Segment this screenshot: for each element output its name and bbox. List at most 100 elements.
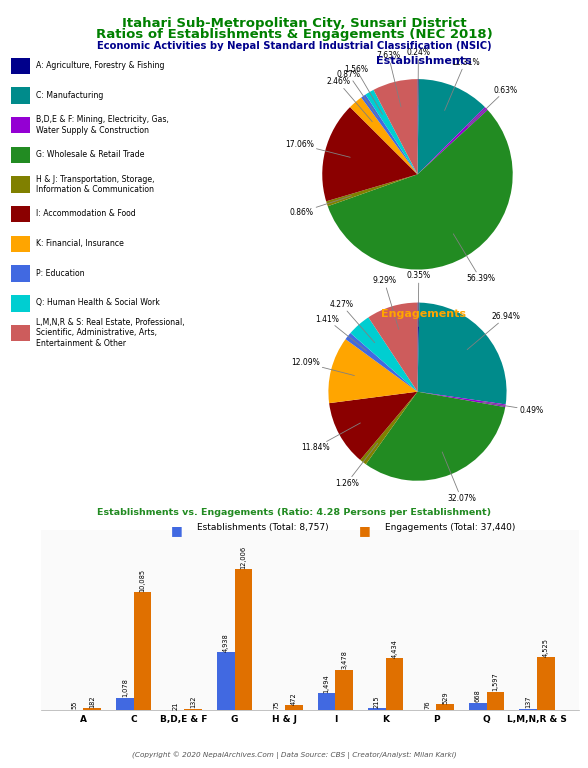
Bar [235, 569, 252, 710]
Wedge shape [417, 303, 507, 405]
Text: G: Wholesale & Retail Trade: G: Wholesale & Retail Trade [36, 150, 144, 159]
Text: 0.87%: 0.87% [336, 70, 378, 118]
Text: ■: ■ [359, 524, 370, 537]
Bar [487, 692, 505, 710]
Text: 56.39%: 56.39% [453, 233, 495, 283]
Text: 4,434: 4,434 [392, 639, 397, 658]
Wedge shape [417, 303, 419, 392]
Bar [133, 592, 151, 710]
Bar [83, 708, 101, 710]
Bar [285, 705, 303, 710]
Wedge shape [322, 107, 417, 201]
Text: Engagements (Total: 37,440): Engagements (Total: 37,440) [385, 523, 516, 532]
Wedge shape [350, 98, 417, 174]
Text: I: Accommodation & Food: I: Accommodation & Food [36, 210, 135, 218]
Bar [537, 657, 554, 710]
Text: 75: 75 [273, 700, 279, 709]
Bar [217, 652, 235, 710]
Text: Q: Human Health & Social Work: Q: Human Health & Social Work [36, 299, 159, 307]
Bar [436, 704, 454, 710]
Wedge shape [361, 94, 417, 174]
Text: 1.26%: 1.26% [335, 443, 377, 488]
FancyBboxPatch shape [11, 206, 29, 223]
Text: 0.24%: 0.24% [406, 48, 430, 105]
Bar [318, 693, 335, 710]
Bar [469, 703, 487, 710]
Wedge shape [360, 392, 417, 465]
Text: 1.56%: 1.56% [344, 65, 382, 114]
Text: K: Financial, Insurance: K: Financial, Insurance [36, 239, 123, 248]
Wedge shape [417, 79, 419, 174]
Text: 1,494: 1,494 [323, 674, 329, 693]
Text: Engagements: Engagements [381, 309, 466, 319]
Text: 12,006: 12,006 [240, 546, 246, 569]
Wedge shape [366, 90, 417, 174]
FancyBboxPatch shape [11, 236, 29, 252]
Text: B,D,E & F: Mining, Electricity, Gas,
Water Supply & Construction: B,D,E & F: Mining, Electricity, Gas, Wat… [36, 115, 169, 134]
Text: 21: 21 [172, 701, 178, 710]
Text: 9.29%: 9.29% [372, 276, 399, 329]
Text: Establishments: Establishments [376, 56, 471, 66]
Text: 11.84%: 11.84% [302, 423, 360, 452]
Text: 26.94%: 26.94% [467, 313, 520, 349]
FancyBboxPatch shape [11, 58, 29, 74]
Text: 12.09%: 12.09% [291, 359, 355, 376]
Wedge shape [350, 317, 417, 392]
Text: P: Education: P: Education [36, 269, 84, 278]
Text: 10,085: 10,085 [139, 568, 145, 591]
FancyBboxPatch shape [11, 88, 29, 104]
Bar [368, 708, 386, 710]
Text: 4,525: 4,525 [543, 638, 549, 657]
Wedge shape [328, 110, 513, 270]
Text: 0.86%: 0.86% [289, 196, 352, 217]
Wedge shape [417, 108, 487, 174]
Text: Establishments (Total: 8,757): Establishments (Total: 8,757) [197, 523, 329, 532]
Text: 182: 182 [89, 695, 95, 708]
Bar [335, 670, 353, 710]
Text: Ratios of Establishments & Engagements (NEC 2018): Ratios of Establishments & Engagements (… [96, 28, 492, 41]
Text: L,M,N,R & S: Real Estate, Professional,
Scientific, Administrative, Arts,
Entert: L,M,N,R & S: Real Estate, Professional, … [36, 318, 184, 348]
Text: 17.06%: 17.06% [285, 140, 350, 157]
Wedge shape [417, 79, 485, 174]
Text: Establishments vs. Engagements (Ratio: 4.28 Persons per Establishment): Establishments vs. Engagements (Ratio: 4… [97, 508, 491, 518]
Text: 137: 137 [525, 696, 531, 708]
Text: 215: 215 [374, 695, 380, 707]
Text: 1,078: 1,078 [122, 678, 128, 697]
Wedge shape [326, 174, 417, 207]
Text: 55: 55 [71, 701, 78, 710]
Text: 1,597: 1,597 [493, 673, 499, 691]
Text: 0.63%: 0.63% [467, 86, 517, 127]
Bar [519, 709, 537, 710]
Wedge shape [346, 333, 417, 392]
Text: 0.35%: 0.35% [407, 271, 431, 326]
FancyBboxPatch shape [11, 266, 29, 282]
Wedge shape [328, 339, 417, 403]
Text: 0.49%: 0.49% [482, 402, 544, 415]
Text: 32.07%: 32.07% [442, 452, 476, 503]
Text: 12.31%: 12.31% [445, 58, 479, 111]
Wedge shape [417, 392, 506, 407]
Text: 529: 529 [442, 691, 448, 703]
FancyBboxPatch shape [11, 117, 29, 134]
Text: 472: 472 [291, 692, 297, 704]
Text: 3,478: 3,478 [341, 650, 347, 669]
Text: 668: 668 [475, 690, 481, 702]
FancyBboxPatch shape [11, 177, 29, 193]
Text: 4,938: 4,938 [223, 634, 229, 652]
Text: 7.63%: 7.63% [376, 51, 401, 107]
Text: ■: ■ [171, 524, 182, 537]
Wedge shape [329, 392, 417, 460]
Text: 4.27%: 4.27% [329, 300, 375, 343]
Bar [184, 709, 202, 710]
Wedge shape [366, 392, 505, 481]
Wedge shape [369, 303, 417, 392]
Text: (Copyright © 2020 NepalArchives.Com | Data Source: CBS | Creator/Analyst: Milan : (Copyright © 2020 NepalArchives.Com | Da… [132, 751, 456, 759]
FancyBboxPatch shape [11, 295, 29, 312]
Text: C: Manufacturing: C: Manufacturing [36, 91, 103, 100]
Text: 1.41%: 1.41% [315, 315, 366, 351]
Text: H & J: Transportation, Storage,
Information & Communication: H & J: Transportation, Storage, Informat… [36, 174, 154, 194]
FancyBboxPatch shape [11, 147, 29, 163]
Text: Economic Activities by Nepal Standard Industrial Classification (NSIC): Economic Activities by Nepal Standard In… [96, 41, 492, 51]
Text: 76: 76 [425, 700, 430, 709]
Text: A: Agriculture, Forestry & Fishing: A: Agriculture, Forestry & Fishing [36, 61, 164, 70]
